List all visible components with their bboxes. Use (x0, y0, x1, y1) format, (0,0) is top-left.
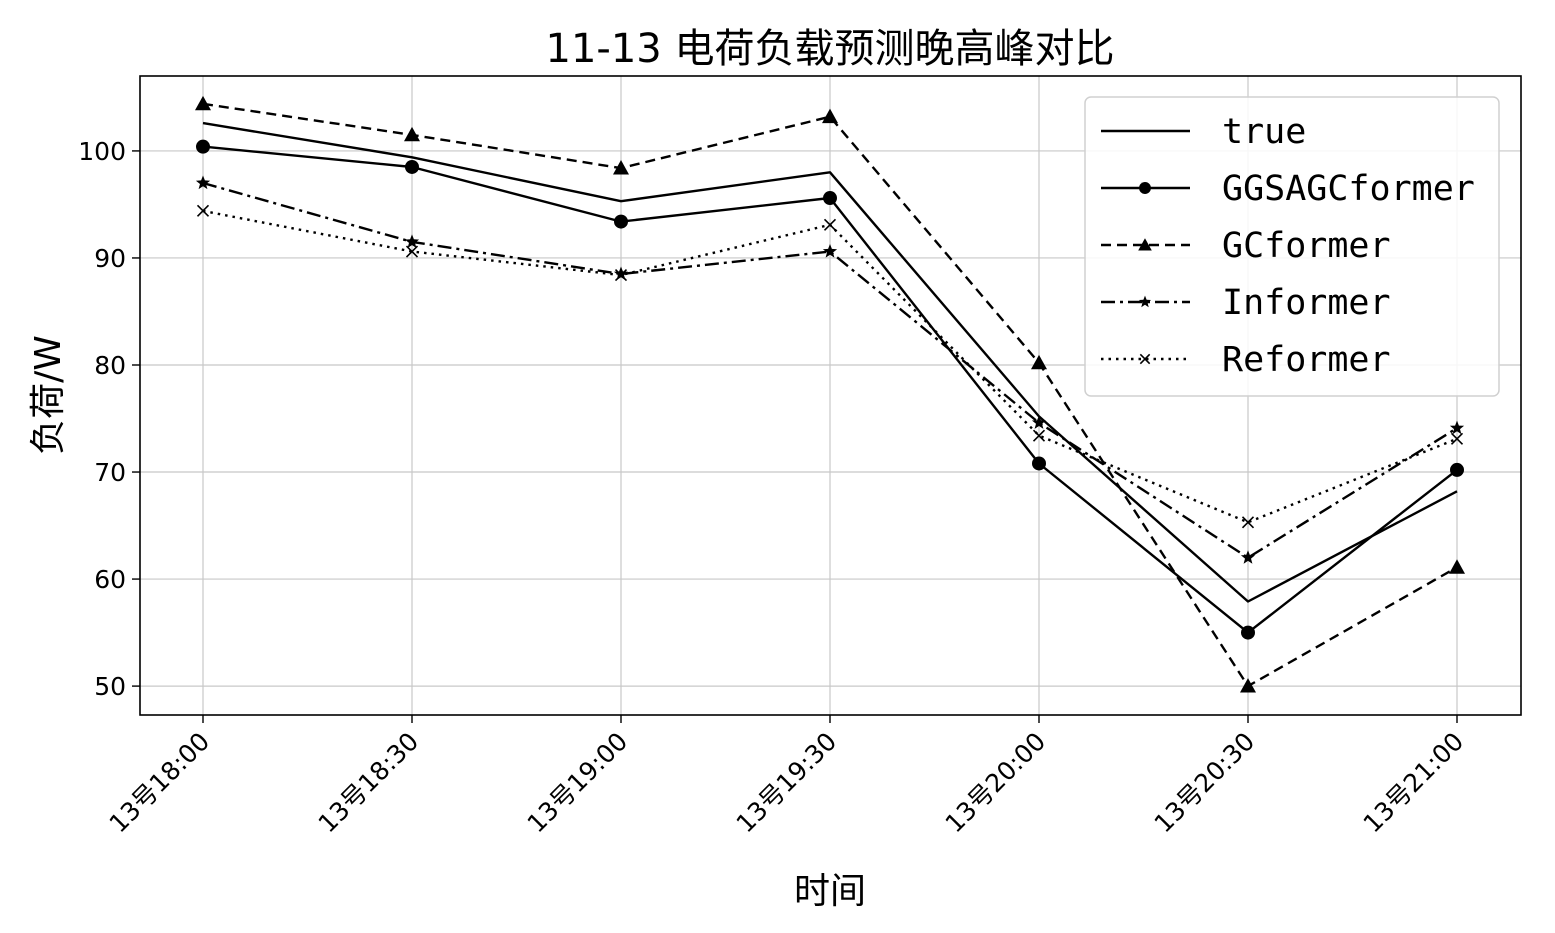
y-tick-label: 80 (94, 351, 126, 380)
data-point-reformer (1450, 432, 1464, 445)
legend-marker-ggsagcformer (1139, 182, 1151, 194)
y-axis-label: 负荷/W (28, 335, 69, 455)
legend-marker-gcformer (1138, 238, 1152, 251)
y-tick-label: 60 (94, 565, 126, 594)
legend: true GGSAGCformer GCformer Informer Reformer (1084, 96, 1500, 397)
data-point-informer (404, 234, 420, 248)
legend-label-gcformer: GCformer (1222, 226, 1391, 266)
data-point-gcformer (613, 160, 629, 175)
series-layer (195, 95, 1465, 693)
data-point-gcformer (1031, 354, 1047, 370)
grid (140, 76, 1521, 715)
legend-label-informer: Informer (1222, 283, 1391, 323)
data-point-gcformer (404, 126, 420, 142)
data-point-gcformer (1449, 559, 1465, 574)
data-point-informer (195, 175, 211, 190)
legend-label-true: true (1222, 112, 1306, 152)
data-point-gcformer (195, 95, 211, 111)
y-tick-label: 100 (78, 137, 126, 166)
legend-label-reformer: Reformer (1222, 340, 1391, 380)
legend-box (1084, 96, 1500, 397)
legend-label-ggsagcformer: GGSAGCformer (1222, 169, 1475, 209)
y-tick-label: 90 (94, 244, 126, 273)
data-point-informer (613, 266, 629, 281)
data-point-ggsagcformer (1032, 456, 1046, 471)
chart-title: 11-13 电荷负载预测晚高峰对比 (546, 26, 1115, 72)
legend-marker-informer (1138, 295, 1152, 308)
data-point-ggsagcformer (823, 191, 837, 206)
series-line-true (202, 121, 1458, 603)
data-point-gcformer (1240, 678, 1256, 693)
series-ggsagcformer (196, 139, 1464, 640)
data-point-ggsagcformer (1241, 625, 1255, 640)
series-gcformer (195, 95, 1465, 693)
data-point-reformer (1241, 516, 1255, 529)
data-point-ggsagcformer (1450, 462, 1464, 477)
data-point-ggsagcformer (614, 214, 628, 229)
series-reformer (196, 204, 1464, 529)
data-point-informer (1449, 420, 1465, 435)
data-point-informer (1031, 415, 1047, 429)
data-point-ggsagcformer (196, 139, 210, 154)
data-point-gcformer (822, 108, 838, 124)
data-point-reformer (405, 245, 419, 258)
series-true (202, 121, 1458, 603)
y-tick-label: 50 (94, 672, 126, 701)
series-informer (195, 175, 1465, 564)
y-tick-label: 70 (94, 458, 126, 487)
data-point-reformer (823, 218, 837, 231)
legend-marker-reformer (1139, 353, 1151, 365)
data-point-informer (1240, 550, 1256, 564)
data-point-ggsagcformer (405, 159, 419, 174)
data-point-reformer (196, 204, 210, 217)
data-point-reformer (1032, 429, 1046, 442)
data-point-informer (822, 244, 838, 258)
data-point-reformer (614, 269, 628, 282)
x-axis-label: 时间 (794, 871, 866, 912)
